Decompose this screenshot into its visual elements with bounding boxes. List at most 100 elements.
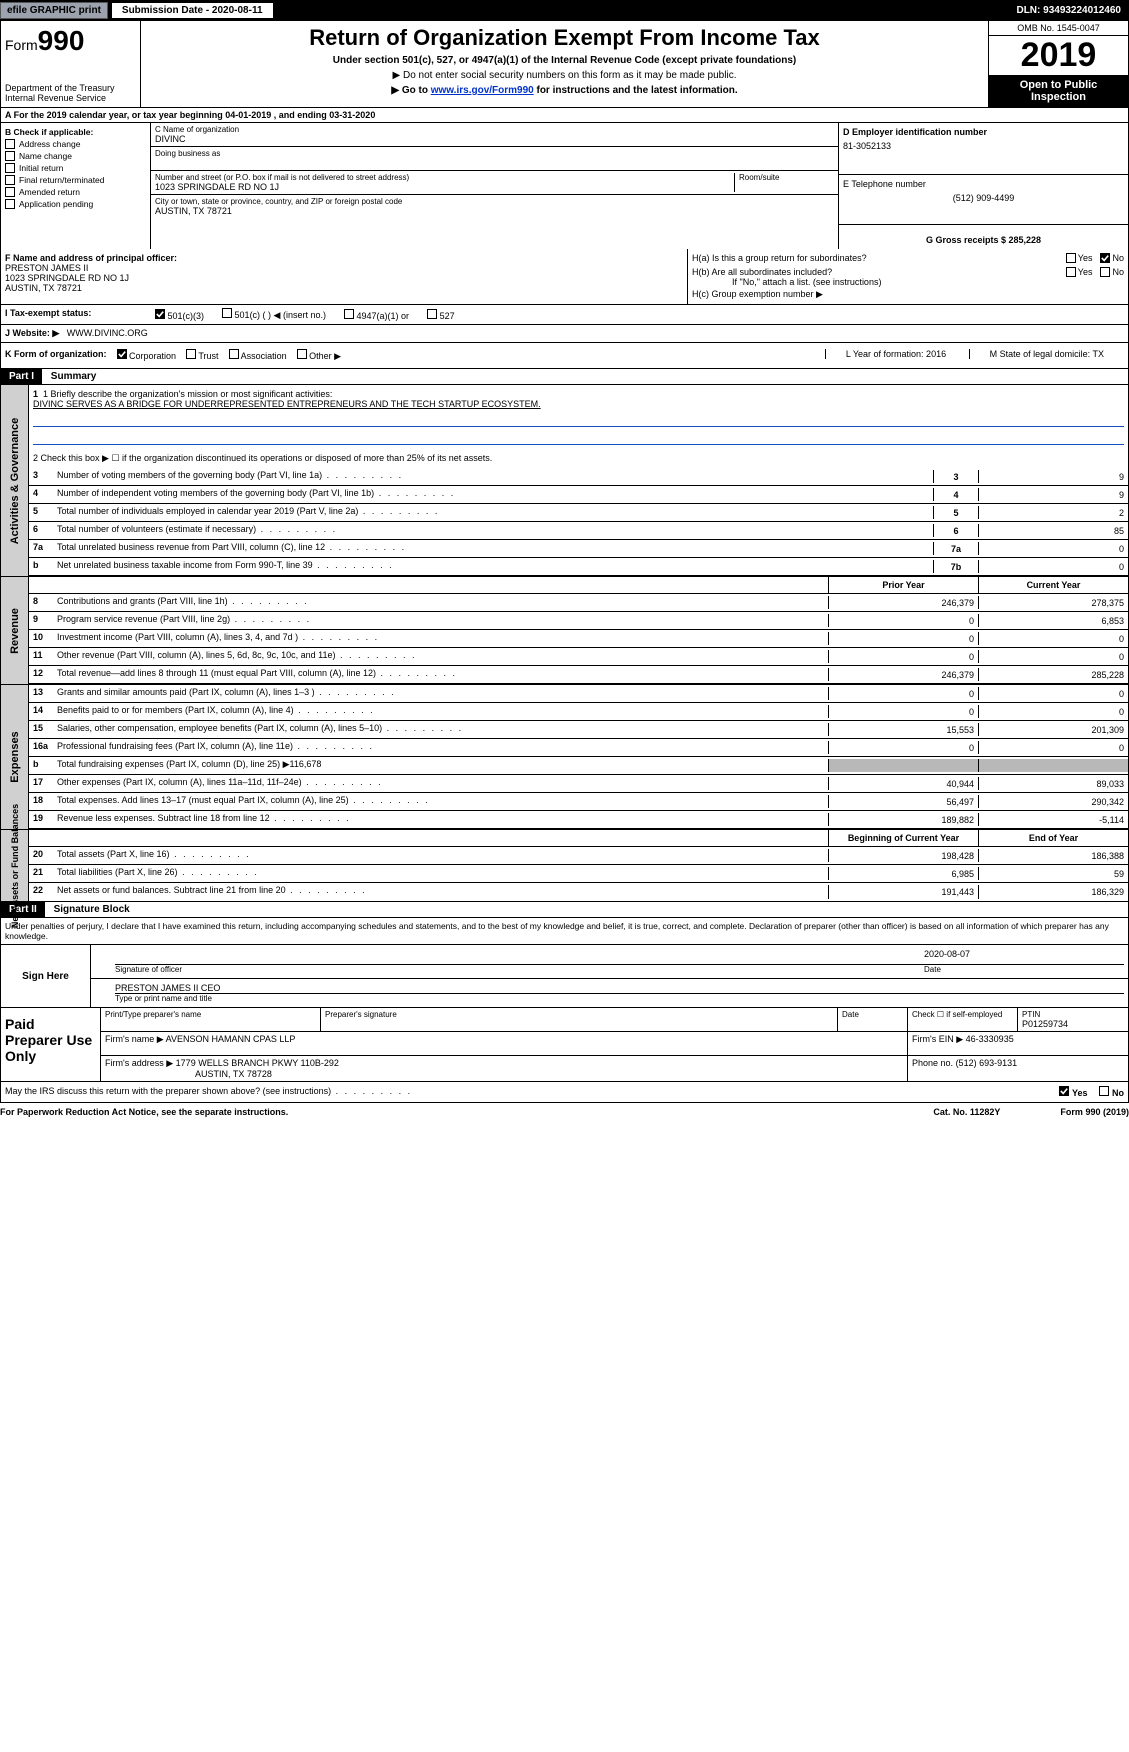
expense-line-17: 17 Other expenses (Part IX, column (A), …	[29, 775, 1128, 793]
dept-label: Department of the Treasury Internal Reve…	[5, 83, 136, 103]
chk-501c3[interactable]	[155, 309, 165, 319]
f-name: PRESTON JAMES II	[5, 263, 683, 273]
sidebar-netassets: Net Assets or Fund Balances	[10, 803, 20, 927]
summary-line-4: 4 Number of independent voting members o…	[29, 486, 1128, 504]
line2: 2 Check this box ▶ ☐ if the organization…	[29, 449, 1128, 468]
f-addr1: 1023 SPRINGDALE RD NO 1J	[5, 273, 683, 283]
sidebar-expenses: Expenses	[9, 731, 21, 782]
current-year-header: Current Year	[978, 577, 1128, 593]
chk-4947[interactable]	[344, 309, 354, 319]
sig-officer-label: Signature of officer	[115, 965, 924, 974]
hb-note: If "No," attach a list. (see instruction…	[732, 277, 1124, 287]
sidebar-revenue: Revenue	[9, 608, 21, 654]
prep-date-label: Date	[842, 1010, 903, 1019]
chk-association[interactable]	[229, 349, 239, 359]
summary-line-7b: b Net unrelated business taxable income …	[29, 558, 1128, 576]
irs-discuss-row: May the IRS discuss this return with the…	[0, 1082, 1129, 1103]
chk-address-change[interactable]	[5, 139, 15, 149]
firm-addr1: 1779 WELLS BRANCH PKWY 110B-292	[176, 1058, 339, 1068]
l-year-formation: L Year of formation: 2016	[825, 349, 966, 359]
room-label: Room/suite	[739, 173, 834, 182]
b-check-label: B Check if applicable:	[5, 127, 146, 137]
revenue-line-10: 10 Investment income (Part VIII, column …	[29, 630, 1128, 648]
officer-name: PRESTON JAMES II CEO	[115, 983, 1124, 994]
row-j: J Website: ▶ WWW.DIVINC.ORG	[0, 325, 1129, 343]
irs-discuss-no[interactable]	[1099, 1086, 1109, 1096]
open-to-public: Open to Public Inspection	[989, 75, 1128, 107]
chk-trust[interactable]	[186, 349, 196, 359]
hc-label: H(c) Group exemption number ▶	[692, 289, 1124, 300]
chk-corporation[interactable]	[117, 349, 127, 359]
irs-link[interactable]: www.irs.gov/Form990	[431, 85, 534, 96]
part1-revenue: Revenue Prior Year Current Year 8 Contri…	[0, 577, 1129, 685]
paid-preparer-section: Paid Preparer Use Only Print/Type prepar…	[0, 1008, 1129, 1082]
firm-name-label: Firm's name ▶	[105, 1034, 164, 1044]
expense-line-13: 13 Grants and similar amounts paid (Part…	[29, 685, 1128, 703]
firm-ein: 46-3330935	[966, 1034, 1014, 1044]
line1-value: DIVINC SERVES AS A BRIDGE FOR UNDERREPRE…	[33, 399, 1124, 409]
ptin-label: PTIN	[1022, 1010, 1124, 1019]
city-value: AUSTIN, TX 78721	[155, 206, 834, 216]
paid-preparer-label: Paid Preparer Use Only	[1, 1008, 101, 1081]
expense-line-16a: 16a Professional fundraising fees (Part …	[29, 739, 1128, 757]
firm-addr2: AUSTIN, TX 78728	[195, 1069, 903, 1079]
f-label: F Name and address of principal officer:	[5, 253, 683, 263]
section-bcdeg: B Check if applicable: Address change Na…	[0, 123, 1129, 249]
form-note2: ▶ Go to www.irs.gov/Form990 for instruct…	[149, 85, 980, 96]
part2-header: Part II	[1, 902, 45, 917]
ha-label: H(a) Is this a group return for subordin…	[692, 253, 1066, 263]
efile-print-button[interactable]: efile GRAPHIC print	[0, 2, 108, 19]
netassets-line-21: 21 Total liabilities (Part X, line 26) 6…	[29, 865, 1128, 883]
chk-application-pending[interactable]	[5, 199, 15, 209]
revenue-line-8: 8 Contributions and grants (Part VIII, l…	[29, 594, 1128, 612]
f-addr2: AUSTIN, TX 78721	[5, 283, 683, 293]
addr-value: 1023 SPRINGDALE RD NO 1J	[155, 182, 734, 192]
signature-section: Under penalties of perjury, I declare th…	[0, 918, 1129, 1008]
expense-line-15: 15 Salaries, other compensation, employe…	[29, 721, 1128, 739]
part1-title: Summary	[45, 369, 103, 384]
summary-line-5: 5 Total number of individuals employed i…	[29, 504, 1128, 522]
officer-title-label: Type or print name and title	[115, 994, 1124, 1003]
chk-501c[interactable]	[222, 308, 232, 318]
tax-year: 2019	[989, 36, 1128, 75]
part1-header: Part I	[1, 369, 42, 384]
e-phone-label: E Telephone number	[843, 179, 1124, 189]
revenue-line-9: 9 Program service revenue (Part VIII, li…	[29, 612, 1128, 630]
dba-label: Doing business as	[155, 149, 834, 158]
section-fh: F Name and address of principal officer:…	[0, 249, 1129, 305]
chk-name-change[interactable]	[5, 151, 15, 161]
check-self-employed: Check ☐ if self-employed	[912, 1010, 1013, 1019]
ha-yes[interactable]	[1066, 253, 1076, 263]
expense-line-19: 19 Revenue less expenses. Subtract line …	[29, 811, 1128, 829]
dln-label: DLN: 93493224012460	[1008, 3, 1129, 18]
form-header: Form990 Department of the Treasury Inter…	[0, 20, 1129, 108]
form-subtitle: Under section 501(c), 527, or 4947(a)(1)…	[149, 55, 980, 66]
chk-527[interactable]	[427, 309, 437, 319]
prior-year-header: Prior Year	[828, 577, 978, 593]
website-value: WWW.DIVINC.ORG	[67, 328, 148, 338]
part1-governance: Activities & Governance 1 1 Briefly desc…	[0, 385, 1129, 577]
c-name-value: DIVINC	[155, 134, 834, 144]
prep-sig-label: Preparer's signature	[325, 1010, 833, 1019]
hb-label: H(b) Are all subordinates included?	[692, 267, 1066, 277]
ptin-value: P01259734	[1022, 1019, 1124, 1029]
form-title: Return of Organization Exempt From Incom…	[149, 25, 980, 51]
begin-year-header: Beginning of Current Year	[828, 830, 978, 846]
part2-title: Signature Block	[48, 902, 136, 917]
chk-other[interactable]	[297, 349, 307, 359]
chk-initial-return[interactable]	[5, 163, 15, 173]
hb-no[interactable]	[1100, 267, 1110, 277]
g-gross-receipts: G Gross receipts $ 285,228	[926, 235, 1041, 245]
chk-amended-return[interactable]	[5, 187, 15, 197]
omb-number: OMB No. 1545-0047	[989, 21, 1128, 36]
sign-here-label: Sign Here	[1, 945, 91, 1007]
form-note1: ▶ Do not enter social security numbers o…	[149, 70, 980, 81]
chk-final-return[interactable]	[5, 175, 15, 185]
irs-discuss-yes[interactable]	[1059, 1086, 1069, 1096]
submission-date-label: Submission Date - 2020-08-11	[112, 3, 273, 18]
summary-line-6: 6 Total number of volunteers (estimate i…	[29, 522, 1128, 540]
hb-yes[interactable]	[1066, 267, 1076, 277]
ha-no[interactable]	[1100, 253, 1110, 263]
footer-catno: Cat. No. 11282Y	[933, 1107, 1000, 1117]
line1-label: 1 1 Briefly describe the organization's …	[33, 389, 1124, 399]
